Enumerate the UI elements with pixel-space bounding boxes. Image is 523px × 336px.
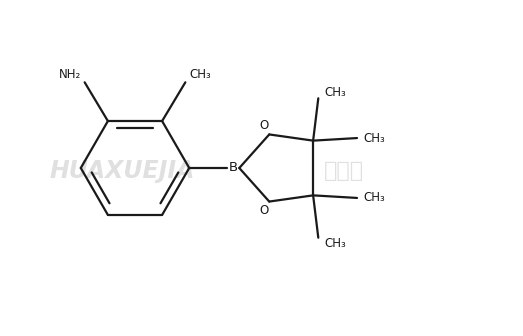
Text: CH₃: CH₃ <box>324 86 346 98</box>
Text: CH₃: CH₃ <box>324 238 346 250</box>
Text: CH₃: CH₃ <box>363 192 385 204</box>
Text: CH₃: CH₃ <box>189 68 211 81</box>
Text: 化学加: 化学加 <box>323 161 363 180</box>
Text: HUAXUEJIA: HUAXUEJIA <box>50 159 195 182</box>
Text: O: O <box>259 204 269 217</box>
Text: NH₂: NH₂ <box>59 68 82 81</box>
Text: CH₃: CH₃ <box>363 132 385 144</box>
Text: B: B <box>229 162 237 174</box>
Text: O: O <box>259 119 269 132</box>
